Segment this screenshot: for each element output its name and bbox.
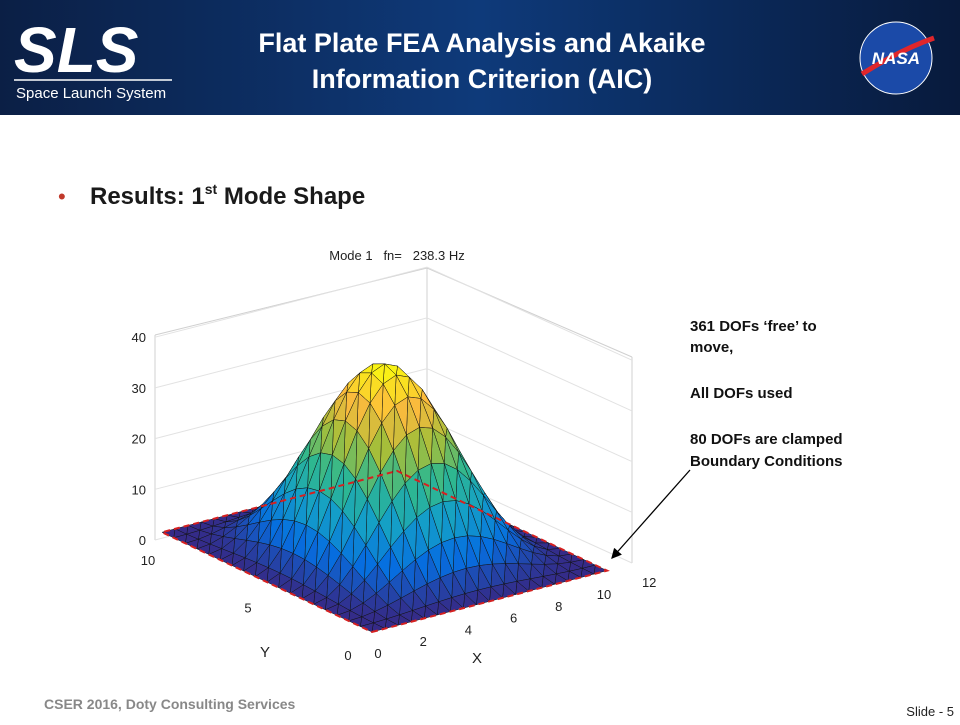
y-tick-label: 5: [244, 601, 251, 616]
y-axis-label: Y: [260, 644, 270, 661]
x-tick-label: 8: [555, 599, 562, 614]
logo: SLS: [14, 14, 139, 86]
clamped-boundary: [159, 469, 610, 634]
header-band: [0, 0, 960, 115]
x-tick-label: 4: [465, 622, 472, 637]
nasa-logo: [859, 21, 933, 95]
grid-line: [154, 317, 633, 412]
y-tick-label: 0: [344, 648, 351, 663]
surface-facet: [219, 552, 234, 566]
annotation: 80 DOFs are clamped: [690, 431, 843, 448]
slide-number: Slide - 5: [906, 704, 954, 719]
surface-facet: [289, 584, 304, 600]
plot: 0 10 20 30 40 0 2 4 6 8 10 12 0 5 10 X Y: [132, 266, 656, 667]
x-tick-label: 0: [374, 646, 381, 661]
title: Flat Plate FEA Analysis and Akaike: [258, 28, 705, 58]
logo-subtitle: Space Launch System: [16, 85, 166, 102]
z-tick-label: 30: [132, 381, 146, 396]
annotation-arrow: [611, 469, 691, 559]
z-tick-label: 40: [132, 330, 146, 345]
title: Information Criterion (AIC): [312, 64, 652, 94]
nasa-swoosh: [860, 35, 935, 77]
surface-facet: [208, 548, 223, 561]
bullet-main: Results: 1: [90, 183, 205, 210]
annotation: 361 DOFs ‘free’ to: [690, 318, 817, 335]
grid-line: [154, 368, 633, 463]
annotation: All DOFs used: [690, 385, 793, 402]
footer: CSER 2016, Doty Consulting Services: [44, 696, 296, 712]
y-tick-label: 10: [141, 553, 155, 568]
annotation: move,: [690, 339, 733, 356]
bullet-text: Results: 1st Mode Shape: [90, 181, 365, 210]
x-tick-label: 10: [597, 587, 611, 602]
surface-facet: [254, 567, 269, 583]
z-tick-label: 20: [132, 432, 146, 447]
x-tick-label: 12: [642, 575, 656, 590]
bullet-rest: Mode Shape: [217, 183, 365, 210]
x-tick-label: 6: [510, 611, 517, 626]
nasa-text: NASA: [872, 49, 920, 68]
figure-title: Mode 1 fn= 238.3 Hz: [329, 248, 465, 263]
z-tick-label: 0: [139, 533, 146, 548]
annotation: Boundary Conditions: [690, 453, 843, 470]
x-tick-label: 2: [420, 634, 427, 649]
x-axis-label: X: [472, 650, 482, 667]
grid-line: [154, 266, 633, 361]
surface-facet: [358, 363, 374, 374]
z-tick-label: 10: [132, 482, 146, 497]
surface-facet: [172, 533, 188, 544]
bullet-sup: st: [205, 181, 218, 197]
surface-facet: [301, 590, 316, 605]
surface-facet: [336, 610, 351, 622]
bullet-dot: •: [58, 184, 66, 209]
